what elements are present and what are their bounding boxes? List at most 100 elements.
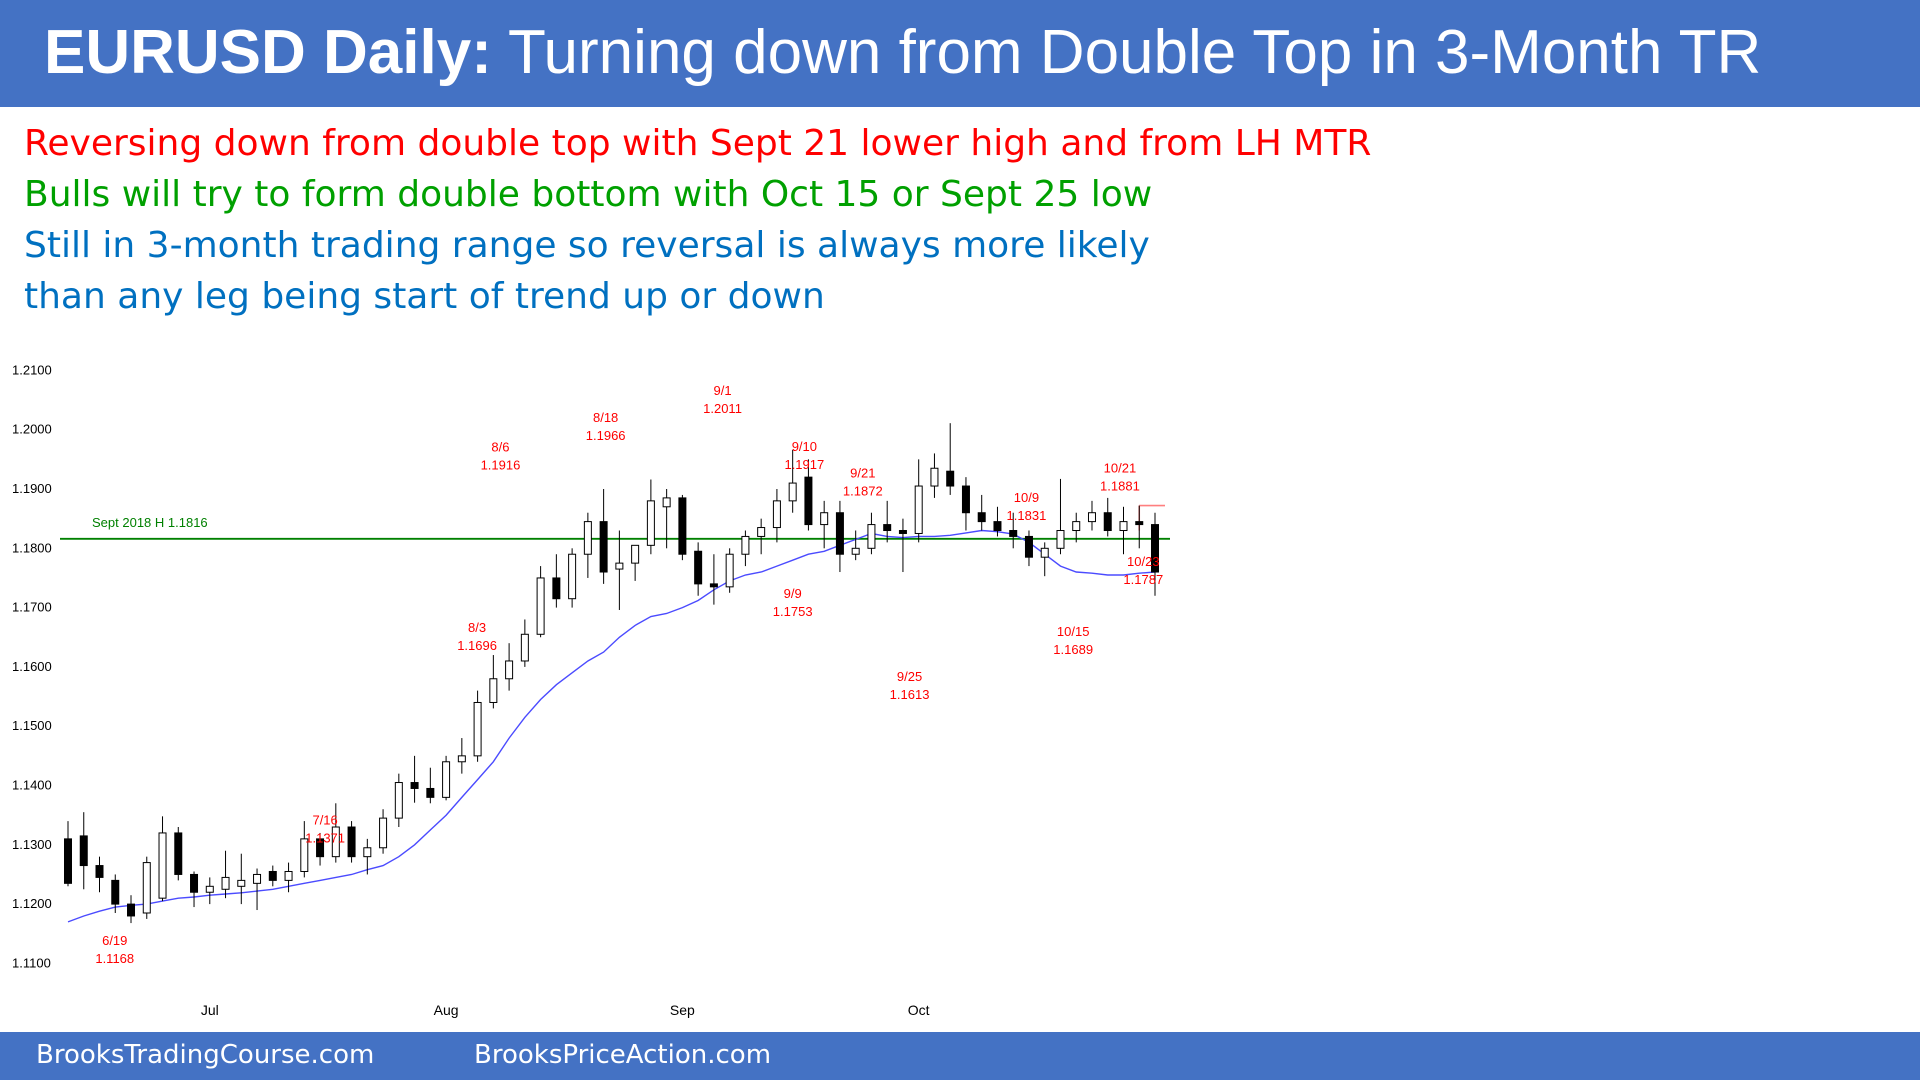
annotation-date: 9/25: [897, 669, 922, 684]
annotation-price: 1.1787: [1123, 572, 1163, 587]
y-tick-label: 1.1300: [12, 837, 52, 852]
candle-bull: [930, 467, 939, 487]
y-tick-label: 1.1700: [12, 600, 52, 615]
x-tick-label: Sep: [670, 1002, 695, 1018]
candle-bear: [678, 497, 687, 555]
candle-bear: [174, 832, 183, 875]
note-line-4: than any leg being start of trend up or …: [24, 276, 825, 317]
title-banner: [0, 0, 1920, 107]
candle-bear: [347, 826, 356, 858]
candle-bull: [300, 838, 309, 872]
price-chart: 1.2100 1.2000 1.1900 1.1800 1.1700 1.1600 1.15…: [12, 362, 1170, 1018]
annotation-price: 1.1613: [890, 687, 930, 702]
candle-bull: [237, 879, 246, 887]
candle-bull: [662, 497, 671, 508]
candle-bear: [993, 521, 1002, 532]
candle-bull: [363, 847, 372, 858]
candle-bull: [1072, 521, 1081, 532]
candle-bear: [426, 787, 435, 798]
x-tick-label: Oct: [908, 1002, 930, 1018]
moving-average-line: [67, 529, 1156, 923]
note-line-3: Still in 3-month trading range so revers…: [24, 225, 1150, 266]
annotation-date: 10/21: [1104, 460, 1137, 475]
candle-bear: [1135, 521, 1144, 526]
candle-bear: [804, 476, 813, 526]
footer-left-link[interactable]: BrooksTradingCourse.com: [36, 1040, 375, 1070]
candle-bull: [757, 527, 766, 537]
candle-bear: [835, 512, 844, 555]
annotation-date: 9/9: [784, 586, 802, 601]
commentary: Reversing down from double top with Sept…: [24, 118, 1371, 322]
footer-right-link[interactable]: BrooksPriceAction.com: [474, 1040, 772, 1070]
candle-bear: [977, 512, 986, 523]
candle-bull: [536, 577, 545, 635]
candle-bull: [615, 562, 624, 570]
candle-bear: [599, 521, 608, 573]
candle-bear: [268, 870, 277, 881]
candle-bull: [568, 553, 577, 600]
annotation-price: 1.1371: [305, 831, 345, 846]
candle-bear: [694, 550, 703, 585]
candle-bear: [946, 470, 955, 487]
candle-bull: [741, 535, 750, 555]
candle-bear: [552, 577, 561, 600]
annotation-date: 8/6: [491, 440, 509, 455]
candle-bear: [79, 835, 88, 867]
annotation-price: 1.1689: [1053, 642, 1093, 657]
title-bold: EURUSD Daily:: [44, 18, 492, 87]
candle-bear: [1151, 524, 1159, 573]
annotation-price: 1.1696: [457, 638, 497, 653]
y-tick-label: 1.1900: [12, 481, 52, 496]
candle-bull: [867, 524, 876, 549]
candle-bear: [127, 903, 136, 917]
candle-bull: [205, 885, 214, 893]
candle-bull: [725, 553, 734, 588]
candle-bear: [316, 838, 325, 858]
y-tick-label: 1.1600: [12, 659, 52, 674]
candle-bull: [583, 521, 592, 555]
candle-bear: [190, 873, 199, 893]
y-tick-label: 1.1500: [12, 718, 52, 733]
candle-bull: [473, 701, 482, 757]
candle-bull: [646, 500, 655, 546]
note-line-2: Bulls will try to form double bottom wit…: [24, 174, 1153, 215]
y-tick-label: 1.2000: [12, 422, 52, 437]
annotation-price: 1.1917: [784, 457, 824, 472]
candle-bull: [914, 485, 923, 534]
candle-bear: [410, 782, 419, 789]
candle-bull: [489, 678, 498, 703]
y-tick-label: 1.1100: [12, 955, 51, 970]
candle-bear: [1009, 530, 1018, 537]
candle-bull: [772, 500, 781, 529]
candle-bear: [1024, 535, 1033, 558]
annotation-date: 8/3: [468, 620, 486, 635]
candle-bull: [788, 482, 797, 502]
candle-bull: [520, 633, 529, 662]
y-tick-label: 1.1400: [12, 778, 52, 793]
annotation-price: 1.1916: [481, 458, 521, 473]
annotation-date: 9/21: [850, 466, 875, 481]
annotation-price: 1.1831: [1007, 508, 1047, 523]
candle-bear: [883, 524, 892, 532]
page-title: EURUSD Daily: Turning down from Double T…: [44, 18, 1761, 88]
candle-bull: [158, 832, 167, 899]
annotation-price: 1.1966: [586, 428, 626, 443]
candle-bear: [64, 838, 72, 884]
note-line-1: Reversing down from double top with Sept…: [24, 123, 1372, 164]
candle-bull: [394, 782, 403, 819]
candle-bull: [820, 512, 829, 526]
y-tick-label: 1.2100: [12, 362, 52, 377]
candle-bull: [1087, 512, 1096, 523]
y-tick-label: 1.1800: [12, 540, 52, 555]
annotation-price: 1.1168: [95, 951, 134, 966]
support-line-label: Sept 2018 H 1.1816: [92, 515, 208, 530]
candle-bull: [1056, 530, 1065, 549]
candle-bull: [1119, 521, 1128, 532]
annotation-date: 8/18: [593, 410, 618, 425]
annotation-date: 9/10: [792, 439, 817, 454]
footer-banner: [0, 1032, 1920, 1080]
candle-bear: [1103, 512, 1112, 532]
candle-bear: [95, 865, 104, 878]
annotation-date: 10/15: [1057, 624, 1090, 639]
annotation-date: 7/16: [312, 813, 337, 828]
